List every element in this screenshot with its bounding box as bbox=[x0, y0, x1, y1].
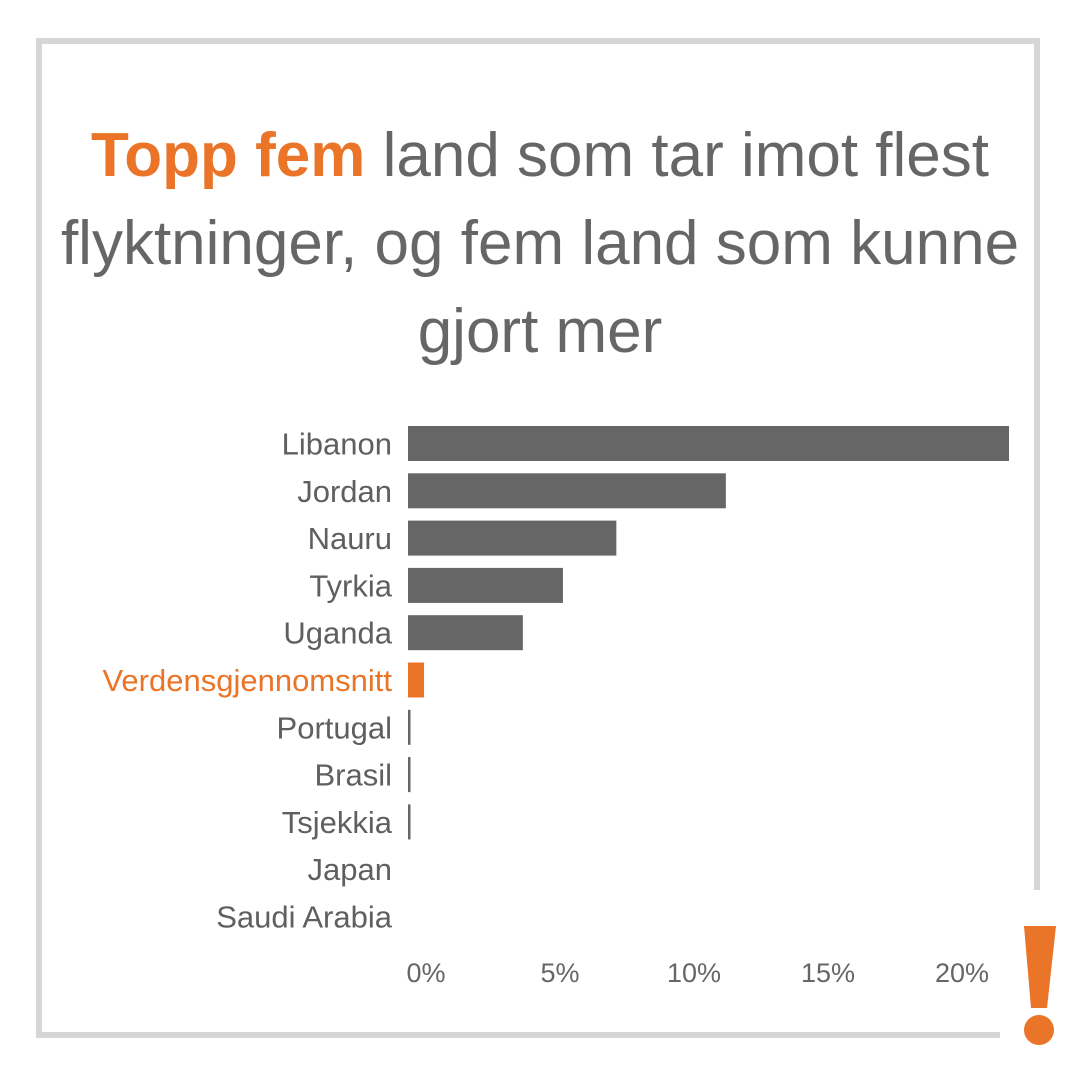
bar-verdensgjennomsnitt bbox=[408, 662, 425, 698]
bar-libanon bbox=[408, 426, 1009, 461]
x-tick-label: 20% bbox=[935, 958, 989, 988]
bar-tyrkia bbox=[408, 567, 563, 603]
category-label-jordan: Jordan bbox=[297, 474, 392, 509]
x-tick-label: 5% bbox=[540, 958, 579, 988]
frame-border bbox=[36, 38, 1040, 1038]
category-label-portugal: Portugal bbox=[277, 710, 392, 745]
chart-title: Topp fem land som tar imot flest flyktni… bbox=[60, 112, 1020, 376]
bar-portugal bbox=[408, 709, 411, 745]
bar-nauru bbox=[408, 520, 617, 556]
category-label-uganda: Uganda bbox=[283, 616, 392, 651]
bar-jordan bbox=[408, 473, 726, 509]
title-highlight: Topp fem bbox=[90, 121, 366, 190]
category-label-libanon: Libanon bbox=[282, 427, 392, 462]
category-label-japan: Japan bbox=[308, 852, 392, 887]
category-label-saudi-arabia: Saudi Arabia bbox=[216, 900, 393, 935]
x-tick-label: 10% bbox=[667, 958, 721, 988]
bar-uganda bbox=[408, 615, 523, 651]
category-label-verdensgjennomsnitt: Verdensgjennomsnitt bbox=[102, 663, 392, 698]
x-tick-label: 0% bbox=[406, 958, 445, 988]
bar-brasil bbox=[408, 757, 411, 793]
exclamation-mark-icon bbox=[1024, 926, 1056, 1045]
category-label-tsjekkia: Tsjekkia bbox=[282, 805, 393, 840]
title-rest: land som tar imot flest flyktninger, og … bbox=[60, 121, 1020, 366]
bar-tsjekkia bbox=[408, 804, 411, 840]
category-label-tyrkia: Tyrkia bbox=[309, 568, 392, 603]
x-tick-label: 15% bbox=[801, 958, 855, 988]
category-label-nauru: Nauru bbox=[308, 521, 392, 556]
category-label-brasil: Brasil bbox=[314, 758, 392, 793]
